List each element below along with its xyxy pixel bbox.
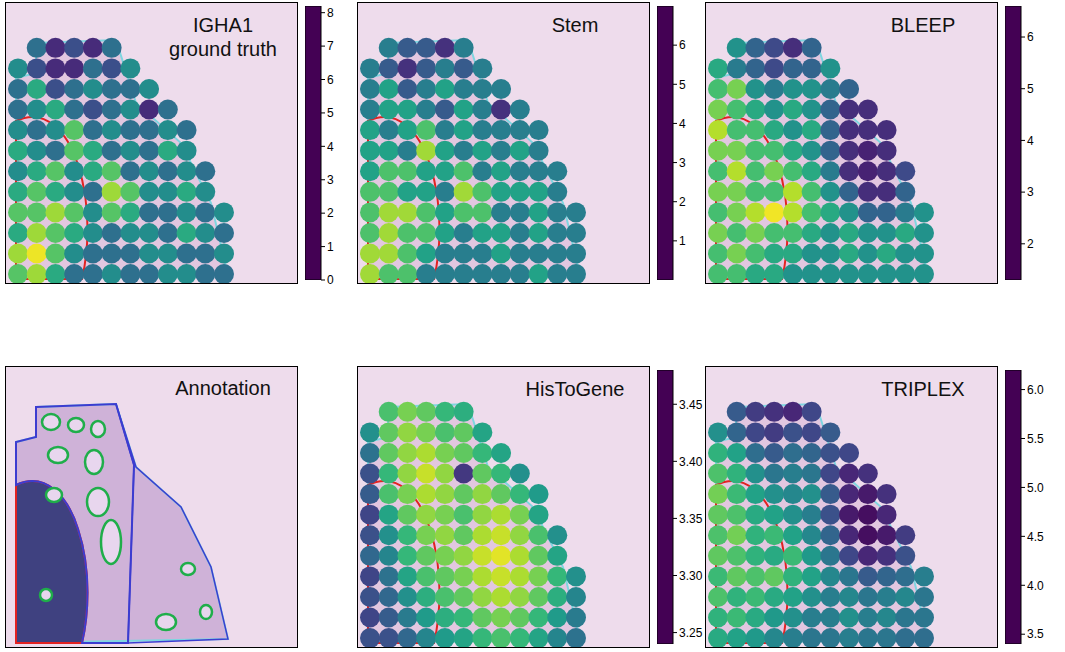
svg-text:3: 3 bbox=[679, 156, 686, 170]
svg-text:5: 5 bbox=[327, 106, 334, 120]
html-text:TRIPLEX: TRIPLEX bbox=[881, 378, 965, 400]
html-text:BLEEP: BLEEP bbox=[890, 14, 956, 36]
svg-text:3.40: 3.40 bbox=[679, 455, 703, 469]
svg-text:4: 4 bbox=[327, 140, 334, 154]
svg-text:2: 2 bbox=[1027, 237, 1034, 251]
svg-text:2: 2 bbox=[327, 206, 334, 220]
svg-text:4.0: 4.0 bbox=[1027, 579, 1044, 593]
svg-text:5: 5 bbox=[1027, 82, 1034, 96]
svg-text:5.0: 5.0 bbox=[1027, 481, 1044, 495]
html-text:IGHA1 ground truth: IGHA1 ground truth bbox=[169, 14, 277, 60]
svg-text:4.5: 4.5 bbox=[1027, 530, 1044, 544]
svg-text:4: 4 bbox=[679, 117, 686, 131]
svg-text:3: 3 bbox=[327, 173, 334, 187]
svg-text:8: 8 bbox=[327, 6, 334, 20]
svg-text:5.5: 5.5 bbox=[1027, 432, 1044, 446]
svg-text:3: 3 bbox=[1027, 185, 1034, 199]
svg-text:3.35: 3.35 bbox=[679, 512, 703, 526]
svg-text:0: 0 bbox=[327, 273, 334, 287]
html-text:HisToGene: HisToGene bbox=[525, 378, 625, 400]
html-text:Annotation: Annotation bbox=[175, 377, 271, 399]
svg-text:6.0: 6.0 bbox=[1027, 383, 1044, 397]
svg-text:6: 6 bbox=[1027, 30, 1034, 44]
svg-text:3.5: 3.5 bbox=[1027, 627, 1044, 641]
svg-text:2: 2 bbox=[679, 195, 686, 209]
svg-text:3.45: 3.45 bbox=[679, 398, 703, 412]
svg-text:3.30: 3.30 bbox=[679, 569, 703, 583]
html-text:Stem: Stem bbox=[551, 14, 599, 36]
svg-text:6: 6 bbox=[679, 38, 686, 52]
svg-text:7: 7 bbox=[327, 39, 334, 53]
svg-text:1: 1 bbox=[679, 234, 686, 248]
svg-text:6: 6 bbox=[327, 73, 334, 87]
svg-text:3.25: 3.25 bbox=[679, 626, 703, 640]
svg-text:4: 4 bbox=[1027, 134, 1034, 148]
svg-text:5: 5 bbox=[679, 78, 686, 92]
svg-text:1: 1 bbox=[327, 240, 334, 254]
